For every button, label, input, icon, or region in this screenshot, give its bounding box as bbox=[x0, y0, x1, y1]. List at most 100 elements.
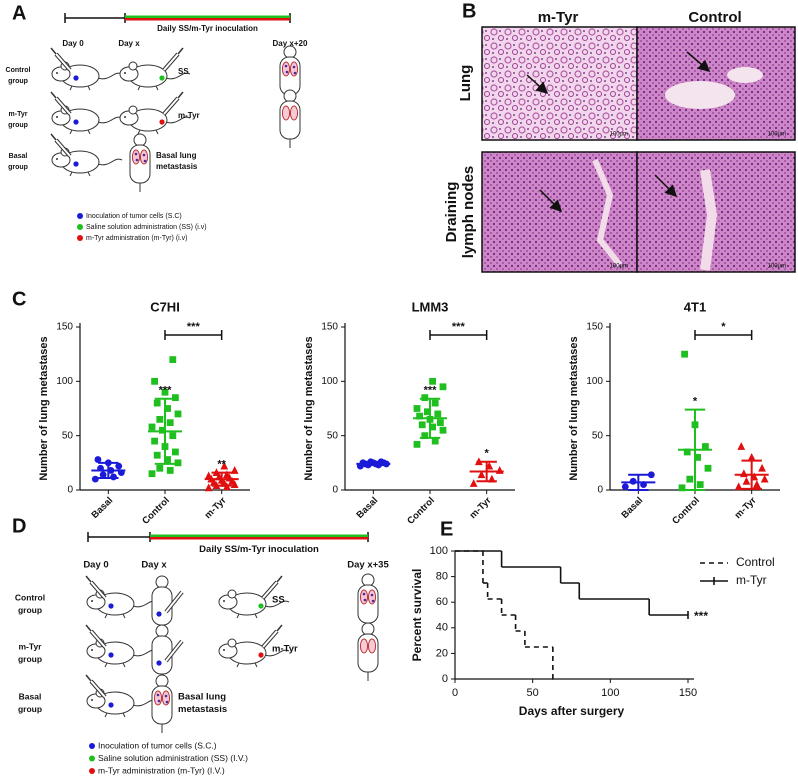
syringe bbox=[55, 139, 71, 157]
data-point bbox=[94, 456, 102, 463]
mouse-leg bbox=[122, 613, 126, 619]
mouse-tail bbox=[165, 72, 191, 80]
metastasis bbox=[142, 153, 146, 157]
syringe bbox=[177, 47, 184, 55]
data-point bbox=[647, 471, 655, 479]
legend-text: Inoculation of tumor cells (S.C) bbox=[86, 213, 182, 220]
x-tick-label: 50 bbox=[527, 687, 539, 699]
syringe bbox=[55, 53, 71, 71]
mouse-body bbox=[151, 685, 173, 725]
bracket-label: *** bbox=[452, 321, 466, 333]
day-label: Day x+35 bbox=[347, 560, 389, 571]
data-point bbox=[418, 421, 426, 429]
survival-end bbox=[552, 678, 554, 680]
treatment-label: Basal lung bbox=[156, 151, 197, 160]
injection-dot bbox=[258, 603, 264, 609]
significance: *** bbox=[159, 385, 173, 397]
y-tick-label: 0 bbox=[597, 485, 603, 496]
syringe bbox=[85, 575, 92, 583]
syringe bbox=[50, 91, 57, 99]
lung bbox=[139, 149, 149, 165]
data-point bbox=[413, 440, 421, 448]
mouse-ear bbox=[128, 61, 138, 71]
data-point bbox=[161, 388, 169, 396]
data-point bbox=[737, 442, 746, 450]
mouse-tail bbox=[264, 600, 290, 608]
legend-text: m-Tyr administration (m-Tyr) (i.v) bbox=[86, 235, 188, 242]
group-label: m-Tyr bbox=[19, 641, 43, 651]
data-point bbox=[696, 481, 704, 488]
x-tick-label: Basal bbox=[620, 495, 646, 521]
day-label: Day x bbox=[118, 39, 140, 48]
significance: *** bbox=[694, 609, 708, 623]
data-point bbox=[148, 423, 156, 431]
mouse-body bbox=[357, 633, 379, 673]
y-axis-label: Number of lung metastases bbox=[568, 336, 580, 480]
panel-letter: D bbox=[12, 515, 26, 537]
column-header: m-Tyr bbox=[538, 9, 579, 26]
mouse-leg bbox=[87, 85, 91, 91]
data-point bbox=[421, 394, 429, 402]
data-point bbox=[115, 462, 123, 470]
lung bbox=[153, 690, 163, 706]
legend-dot bbox=[89, 743, 95, 749]
data-point bbox=[752, 480, 761, 488]
mouse-head bbox=[155, 674, 169, 688]
metastasis bbox=[284, 64, 288, 68]
lung bbox=[367, 589, 377, 605]
legend-label: m-Tyr bbox=[736, 573, 767, 587]
vessel bbox=[700, 169, 718, 271]
day-label: Day x bbox=[141, 560, 167, 571]
timeline-label: Daily SS/m-Tyr inoculation bbox=[157, 24, 258, 33]
y-tick-label: 150 bbox=[321, 322, 338, 333]
row-label: Draining bbox=[443, 182, 460, 243]
data-point bbox=[439, 426, 447, 434]
data-point bbox=[204, 471, 213, 480]
y-axis-label: Number of lung metastases bbox=[303, 336, 315, 480]
mouse-leg bbox=[155, 85, 159, 91]
treatment-bar-green bbox=[125, 15, 290, 18]
mouse-ear bbox=[128, 105, 138, 115]
lung bbox=[367, 638, 377, 654]
data-point bbox=[678, 484, 686, 492]
x-tick-label: 100 bbox=[601, 687, 619, 699]
treatment-bar-red bbox=[125, 18, 290, 21]
data-point bbox=[156, 415, 164, 423]
vessel bbox=[592, 158, 623, 267]
data-point bbox=[424, 408, 431, 416]
data-point bbox=[413, 405, 421, 412]
group-label: group bbox=[18, 704, 42, 714]
group-label: group bbox=[8, 164, 28, 171]
day-label: Day 0 bbox=[83, 560, 108, 571]
syringe bbox=[90, 630, 106, 648]
metastasis bbox=[371, 599, 375, 603]
treatment-label: metastasis bbox=[178, 704, 227, 715]
data-point bbox=[469, 479, 478, 487]
arrow bbox=[526, 74, 549, 95]
mouse-body bbox=[279, 56, 301, 96]
injection-dot bbox=[108, 603, 114, 609]
injection-dot bbox=[73, 161, 79, 167]
data-point bbox=[156, 464, 164, 472]
lung bbox=[359, 589, 369, 605]
syringe bbox=[163, 97, 179, 115]
group-label: m-Tyr bbox=[9, 111, 28, 118]
legend-text: Saline solution administration (SS) (i.v… bbox=[86, 224, 207, 231]
mouse-head bbox=[283, 89, 297, 103]
x-axis-label: Days after surgery bbox=[519, 704, 625, 718]
mouse-head bbox=[361, 573, 375, 587]
data-point bbox=[166, 467, 174, 474]
y-tick-label: 150 bbox=[586, 322, 603, 333]
legend-dot bbox=[77, 224, 83, 230]
injection-dot bbox=[159, 119, 165, 125]
group-label: group bbox=[8, 122, 28, 129]
mouse-head bbox=[133, 133, 147, 147]
mouse-eye bbox=[91, 699, 93, 701]
y-axis-label: Number of lung metastases bbox=[38, 336, 50, 480]
metastasis bbox=[363, 598, 367, 602]
legend-label: Control bbox=[736, 555, 775, 569]
group-label: group bbox=[18, 605, 42, 615]
y-tick-label: 50 bbox=[62, 430, 74, 441]
mouse-tail bbox=[264, 649, 290, 657]
